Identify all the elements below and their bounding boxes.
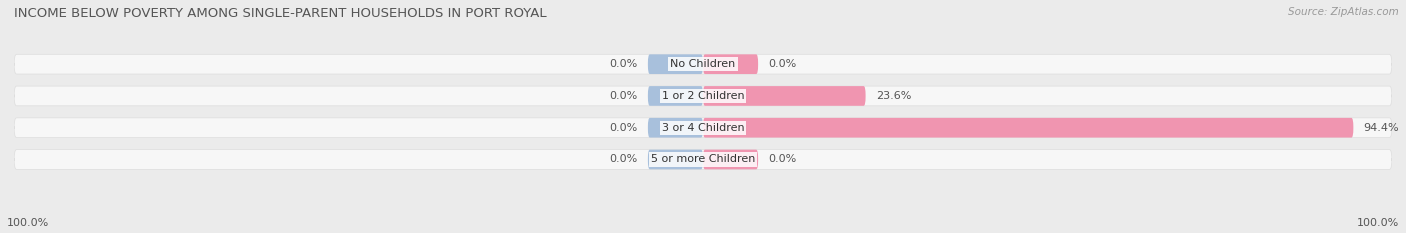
FancyBboxPatch shape	[14, 86, 1392, 106]
Text: 3 or 4 Children: 3 or 4 Children	[662, 123, 744, 133]
Text: 0.0%: 0.0%	[609, 123, 637, 133]
Text: 0.0%: 0.0%	[609, 154, 637, 164]
FancyBboxPatch shape	[648, 150, 703, 169]
FancyBboxPatch shape	[648, 118, 703, 137]
Text: 100.0%: 100.0%	[1357, 218, 1399, 228]
Text: INCOME BELOW POVERTY AMONG SINGLE-PARENT HOUSEHOLDS IN PORT ROYAL: INCOME BELOW POVERTY AMONG SINGLE-PARENT…	[14, 7, 547, 20]
Text: 0.0%: 0.0%	[769, 154, 797, 164]
Text: 1 or 2 Children: 1 or 2 Children	[662, 91, 744, 101]
FancyBboxPatch shape	[648, 86, 703, 106]
FancyBboxPatch shape	[703, 86, 866, 106]
FancyBboxPatch shape	[14, 54, 1392, 74]
FancyBboxPatch shape	[14, 118, 1392, 137]
Text: Source: ZipAtlas.com: Source: ZipAtlas.com	[1288, 7, 1399, 17]
FancyBboxPatch shape	[703, 54, 758, 74]
Text: 0.0%: 0.0%	[609, 91, 637, 101]
Text: No Children: No Children	[671, 59, 735, 69]
Text: 0.0%: 0.0%	[609, 59, 637, 69]
FancyBboxPatch shape	[14, 150, 1392, 169]
FancyBboxPatch shape	[703, 150, 758, 169]
Text: 23.6%: 23.6%	[876, 91, 911, 101]
FancyBboxPatch shape	[648, 54, 703, 74]
Text: 94.4%: 94.4%	[1364, 123, 1399, 133]
Text: 5 or more Children: 5 or more Children	[651, 154, 755, 164]
Text: 0.0%: 0.0%	[769, 59, 797, 69]
Text: 100.0%: 100.0%	[7, 218, 49, 228]
FancyBboxPatch shape	[703, 118, 1354, 137]
